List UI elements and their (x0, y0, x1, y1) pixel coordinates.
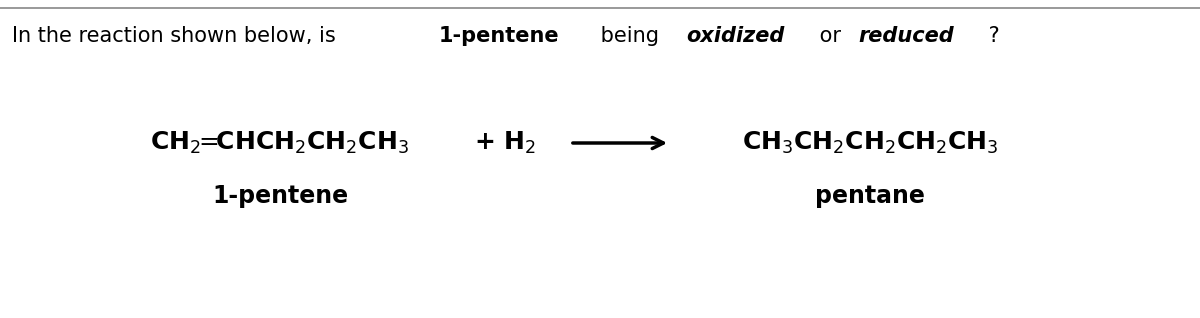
Text: CH$_3$CH$_2$CH$_2$CH$_2$CH$_3$: CH$_3$CH$_2$CH$_2$CH$_2$CH$_3$ (742, 130, 998, 156)
Text: being: being (594, 26, 666, 46)
Text: oxidized: oxidized (686, 26, 785, 46)
Text: + H$_2$: + H$_2$ (474, 130, 536, 156)
Text: ?: ? (982, 26, 1000, 46)
Text: reduced: reduced (858, 26, 954, 46)
Text: pentane: pentane (815, 184, 925, 208)
Text: or: or (814, 26, 848, 46)
Text: 1-pentene: 1-pentene (212, 184, 348, 208)
Text: 1-pentene: 1-pentene (438, 26, 559, 46)
Text: In the reaction shown below, is: In the reaction shown below, is (12, 26, 342, 46)
Text: CH$_2\!\!=\!\!$CHCH$_2$CH$_2$CH$_3$: CH$_2\!\!=\!\!$CHCH$_2$CH$_2$CH$_3$ (150, 130, 409, 156)
